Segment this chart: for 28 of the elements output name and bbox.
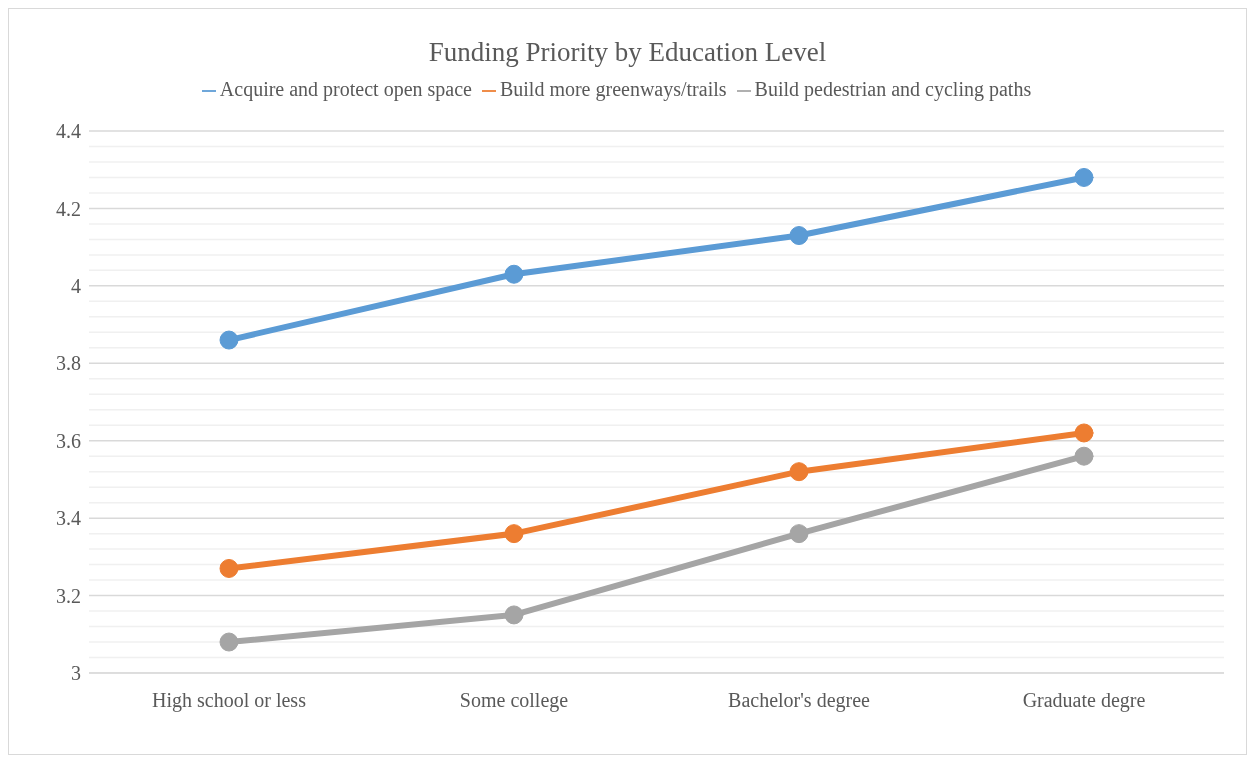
point <box>1074 446 1094 466</box>
y-tick-label: 3.2 <box>56 584 81 607</box>
legend-label: Build pedestrian and cycling paths <box>754 78 1032 100</box>
y-tick-label: 4.4 <box>56 120 81 143</box>
point <box>504 264 524 284</box>
point <box>1074 167 1094 187</box>
chart-title: Funding Priority by Education Level <box>427 37 828 68</box>
y-tick-label: 3.4 <box>56 507 81 530</box>
point <box>789 226 809 246</box>
x-tick-label: Bachelor's degree <box>728 689 871 713</box>
point <box>789 524 809 544</box>
y-tick-label: 3.8 <box>56 352 81 375</box>
point <box>1074 423 1094 443</box>
point <box>504 605 524 625</box>
point <box>219 330 239 350</box>
point <box>219 632 239 652</box>
x-tick-label: Some college <box>459 689 569 713</box>
y-tick-label: 3.6 <box>56 429 81 452</box>
legend-label: Acquire and protect open space <box>219 78 472 100</box>
point <box>504 524 524 544</box>
legend-label: Build more greenways/trails <box>499 78 727 100</box>
x-tick-label: High school or less <box>152 689 307 713</box>
x-tick-label: Graduate degre <box>1022 689 1146 713</box>
point <box>789 462 809 482</box>
point <box>219 558 239 578</box>
y-tick-label: 4 <box>71 274 81 297</box>
y-tick-label: 4.2 <box>56 197 81 220</box>
y-tick-label: 3 <box>71 662 81 685</box>
